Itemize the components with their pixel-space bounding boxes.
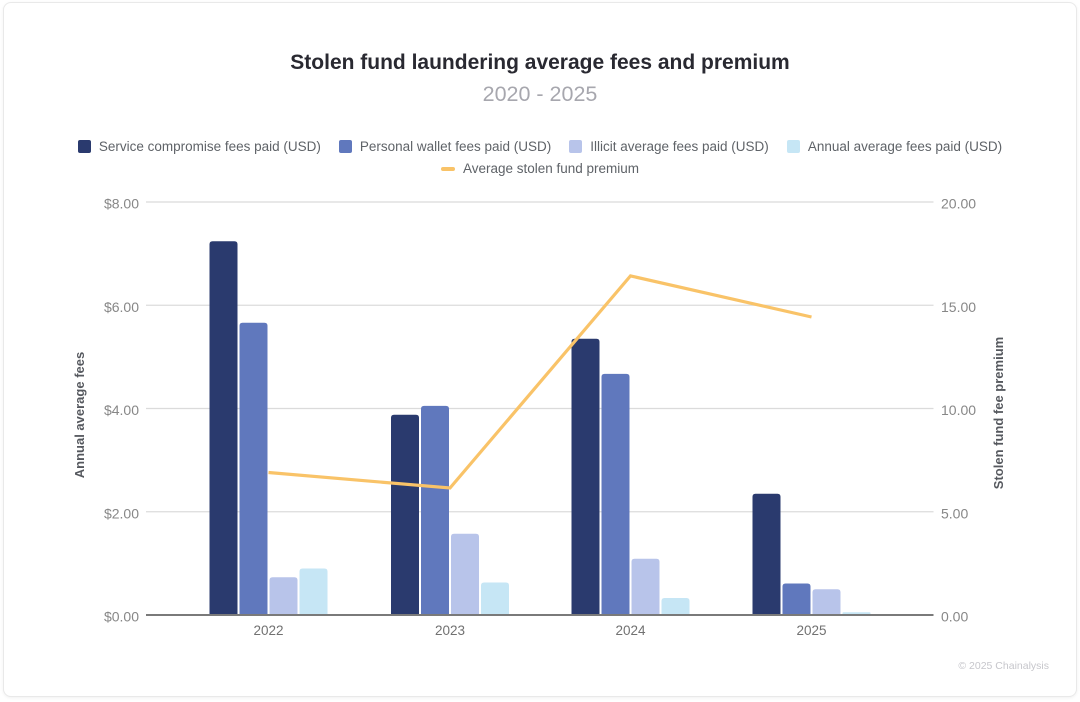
svg-text:5.00: 5.00 xyxy=(941,506,968,522)
svg-text:$0.00: $0.00 xyxy=(104,609,139,625)
svg-text:© 2025 Chainalysis: © 2025 Chainalysis xyxy=(958,660,1049,672)
svg-text:Stolen fund fee premium: Stolen fund fee premium xyxy=(991,337,1006,489)
svg-text:10.00: 10.00 xyxy=(941,402,976,418)
svg-text:0.00: 0.00 xyxy=(941,609,968,625)
svg-text:2025: 2025 xyxy=(796,623,826,638)
svg-text:20.00: 20.00 xyxy=(941,196,976,212)
svg-text:2023: 2023 xyxy=(435,623,465,638)
svg-text:$4.00: $4.00 xyxy=(104,402,139,418)
svg-text:$2.00: $2.00 xyxy=(104,506,139,522)
svg-text:$8.00: $8.00 xyxy=(104,196,139,212)
svg-text:2024: 2024 xyxy=(615,623,646,638)
svg-text:2022: 2022 xyxy=(253,623,283,638)
svg-text:15.00: 15.00 xyxy=(941,299,976,315)
svg-text:$6.00: $6.00 xyxy=(104,299,139,315)
svg-text:Annual average fees: Annual average fees xyxy=(72,352,87,478)
